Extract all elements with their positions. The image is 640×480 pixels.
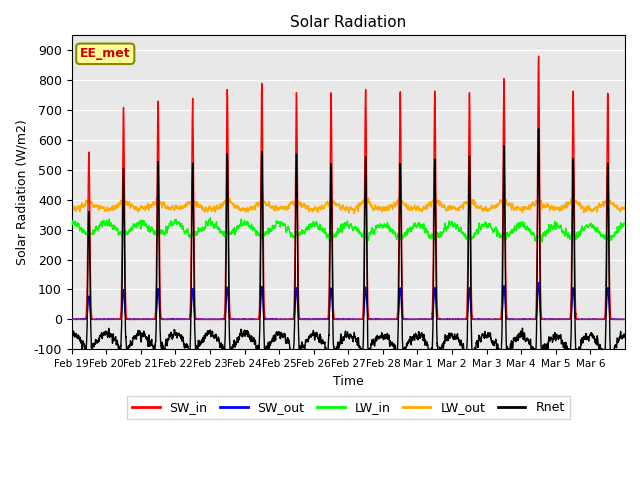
LW_out [68, 206, 76, 212]
LW_in [399, 236, 406, 241]
SW_out [527, 316, 535, 322]
Rnet [542, 345, 550, 350]
SW_out [369, 316, 376, 322]
SW_out [542, 316, 550, 322]
LW_in [68, 221, 76, 227]
Legend: SW_in, SW_out, LW_in, LW_out, Rnet: SW_in, SW_out, LW_in, LW_out, Rnet [127, 396, 570, 420]
SW_in [68, 316, 76, 322]
Rnet [68, 332, 76, 338]
Line: Rnet: Rnet [72, 129, 625, 358]
SW_out [399, 314, 406, 320]
Rnet [527, 346, 535, 351]
SW_in [527, 316, 535, 322]
Title: Solar Radiation: Solar Radiation [290, 15, 406, 30]
SW_in [535, 53, 543, 59]
Line: SW_out: SW_out [72, 283, 625, 319]
SW_out [621, 316, 629, 322]
SW_in [399, 299, 406, 304]
SW_out [534, 280, 542, 286]
LW_in [369, 229, 377, 235]
LW_out [621, 204, 629, 209]
LW_out [399, 199, 406, 204]
Rnet [621, 335, 629, 341]
SW_in [621, 316, 629, 322]
LW_in [538, 239, 546, 245]
LW_in [542, 233, 550, 239]
Rnet [500, 149, 508, 155]
SW_out [182, 316, 190, 322]
SW_in [369, 316, 376, 322]
LW_out [369, 206, 377, 212]
Y-axis label: Solar Radiation (W/m2): Solar Radiation (W/m2) [15, 120, 28, 265]
LW_out [527, 203, 535, 209]
LW_out [397, 193, 404, 199]
LW_in [182, 228, 190, 234]
SW_in [542, 316, 550, 322]
LW_in [500, 231, 508, 237]
Line: LW_in: LW_in [72, 218, 625, 242]
Rnet [399, 344, 406, 350]
Line: LW_out: LW_out [72, 196, 625, 214]
SW_out [68, 316, 76, 322]
SW_out [500, 283, 508, 288]
LW_out [182, 204, 190, 209]
LW_out [542, 205, 550, 211]
X-axis label: Time: Time [333, 374, 364, 387]
Rnet [365, 355, 372, 361]
LW_out [351, 211, 358, 216]
LW_out [500, 196, 508, 202]
SW_in [182, 316, 190, 322]
Text: EE_met: EE_met [80, 48, 131, 60]
LW_in [527, 232, 535, 238]
Rnet [535, 126, 543, 132]
Rnet [182, 341, 190, 347]
LW_in [207, 215, 214, 221]
Rnet [369, 340, 377, 346]
LW_in [621, 222, 629, 228]
SW_in [500, 77, 508, 83]
Line: SW_in: SW_in [72, 56, 625, 319]
